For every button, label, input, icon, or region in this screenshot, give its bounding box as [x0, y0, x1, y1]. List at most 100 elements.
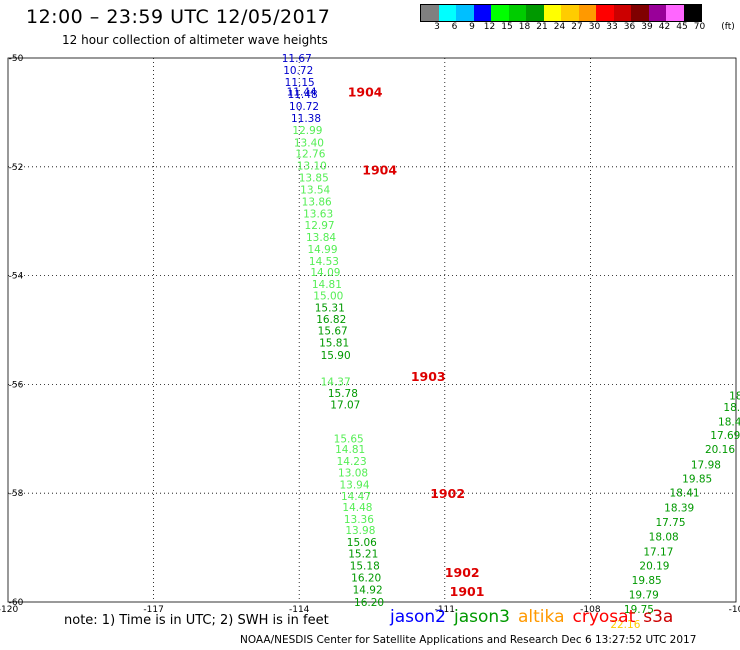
wave-height-label: 19.79 — [629, 589, 659, 601]
x-tick-label: -120 — [0, 605, 18, 615]
wave-height-label: 11.44 — [287, 87, 317, 99]
wave-height-label: 15.00 — [313, 291, 343, 303]
colorbar-swatch — [473, 5, 491, 21]
colorbar-label: 42 — [658, 22, 671, 32]
wave-height-label: 11.48 — [288, 89, 318, 101]
y-tick-label: -52 — [9, 163, 24, 173]
credit-text: NOAA/NESDIS Center for Satellite Applica… — [240, 634, 697, 646]
colorbar-swatch — [561, 5, 579, 21]
x-tick-label: -117 — [143, 605, 163, 615]
plot-frame — [7, 57, 737, 603]
note-text: note: 1) Time is in UTC; 2) SWH is in fe… — [64, 613, 329, 628]
wave-height-label: 20.16 — [705, 444, 735, 456]
wave-height-label: 15.31 — [315, 303, 345, 315]
wave-height-label: 14.81 — [335, 444, 365, 456]
legend-entry-s3a: s3a — [643, 607, 674, 627]
wave-height-label: 13.86 — [302, 197, 332, 209]
wave-height-label: 10.72 — [283, 65, 313, 77]
colorbar-swatch — [491, 5, 509, 21]
wave-height-label: 14.53 — [309, 256, 339, 268]
x-tick-label: -10 — [729, 605, 740, 615]
wave-height-label: 17.69 — [710, 430, 740, 442]
colorbar-swatch — [648, 5, 666, 21]
grid-lines — [8, 58, 736, 602]
wave-height-label: 14.99 — [307, 244, 337, 256]
wave-height-label: 18.39 — [664, 502, 694, 514]
wave-height-label: 12.97 — [305, 220, 335, 232]
wave-height-label: 12.76 — [295, 149, 325, 161]
x-tick-label: -111 — [435, 605, 455, 615]
chart-subtitle: 12 hour collection of altimeter wave hei… — [62, 33, 328, 47]
time-label: 1902 — [445, 565, 480, 580]
colorbar — [420, 4, 702, 22]
axis-ticks: -120 -117 -114 -111 -108 -10 -50 -52 -54 -56 -58 -6… — [0, 54, 740, 615]
wave-height-label: 19.85 — [632, 575, 662, 587]
time-label: 1904 — [348, 85, 383, 100]
colorbar-label: 45 — [676, 22, 688, 32]
wave-height-label: 15.81 — [319, 338, 349, 350]
x-tick-label: -114 — [289, 605, 310, 615]
wave-height-label: 17.98 — [691, 459, 721, 471]
wave-height-label: 13.84 — [306, 232, 336, 244]
wave-height-label: 13.08 — [338, 468, 368, 480]
wave-height-label: 14.81 — [312, 279, 342, 291]
wave-height-label: 14.23 — [337, 456, 367, 468]
colorbar-label: 3 — [434, 22, 440, 32]
chart-title: 12:00 – 23:59 UTC 12/05/2017 — [26, 6, 331, 28]
colorbar-labels: 3 6 9 12 15 18 21 24 27 30 33 36 39 42 45 70 (ft) — [420, 22, 740, 36]
colorbar-swatch — [543, 5, 561, 21]
colorbar-label: 21 — [536, 22, 548, 32]
wave-height-label: 19.75 — [624, 604, 654, 616]
colorbar-label: 18 — [518, 22, 531, 32]
wave-height-label: 15.90 — [321, 350, 351, 362]
colorbar-unit: (ft) — [721, 22, 735, 32]
colorbar-swatch — [438, 5, 456, 21]
wave-height-label: 13.98 — [345, 525, 375, 537]
wave-height-label: 12.99 — [292, 125, 322, 137]
wave-height-label: 18.41 — [670, 488, 700, 500]
wave-height-label: 13.10 — [297, 161, 327, 173]
time-labels: 1904190419031902190219011 — [348, 85, 485, 599]
wave-height-label: 13.54 — [300, 185, 330, 197]
wave-height-label: 14.09 — [310, 267, 340, 279]
wave-height-label: 11.67 — [282, 53, 312, 65]
wave-height-label: 10.72 — [289, 101, 319, 113]
wave-height-label: 18.45 — [718, 416, 740, 428]
colorbar-label: 9 — [469, 22, 475, 32]
colorbar-label: 24 — [553, 22, 566, 32]
wave-height-label: 17.07 — [330, 400, 360, 412]
colorbar-swatch — [508, 5, 526, 21]
wave-height-label: 13.85 — [299, 173, 329, 185]
wave-height-label: 13.40 — [294, 137, 324, 149]
time-label: 1902 — [430, 486, 465, 501]
wave-height-label: 18.08 — [649, 532, 679, 544]
legend-entry-altika: altika — [518, 607, 565, 627]
colorbar-swatch — [578, 5, 596, 21]
colorbar-label: 27 — [571, 22, 583, 32]
wave-height-label: 22.16 — [610, 619, 640, 631]
wave-height-label: 13.63 — [303, 209, 333, 221]
legend-entry-jason3: jason3 — [454, 607, 510, 627]
wave-height-label: 15.65 — [334, 433, 364, 445]
y-tick-label: -56 — [9, 380, 24, 390]
wave-height-label: 18.3 — [729, 390, 740, 402]
wave-height-label: 19.85 — [682, 474, 712, 486]
colorbar-label: 36 — [623, 22, 636, 32]
colorbar-swatch — [596, 5, 614, 21]
colorbar-label: 70 — [693, 22, 706, 32]
wave-height-label: 14.48 — [342, 502, 372, 514]
colorbar-swatch — [421, 5, 439, 21]
wave-height-label: 16.82 — [316, 314, 346, 326]
y-tick-label: -60 — [9, 598, 24, 608]
wave-height-label: 16.20 — [351, 573, 381, 585]
colorbar-swatch — [613, 5, 631, 21]
colorbar-label: 30 — [588, 22, 601, 32]
colorbar-label: 6 — [451, 22, 458, 32]
x-tick-label: -108 — [580, 605, 601, 615]
y-tick-label: -58 — [9, 489, 24, 499]
wave-height-label: 15.78 — [328, 388, 358, 400]
wave-height-label: 14.92 — [353, 584, 383, 596]
wave-height-label: 13.36 — [344, 514, 374, 526]
wave-height-label: 13.94 — [339, 479, 369, 491]
legend-entry-jason2: jason2 — [390, 607, 446, 627]
